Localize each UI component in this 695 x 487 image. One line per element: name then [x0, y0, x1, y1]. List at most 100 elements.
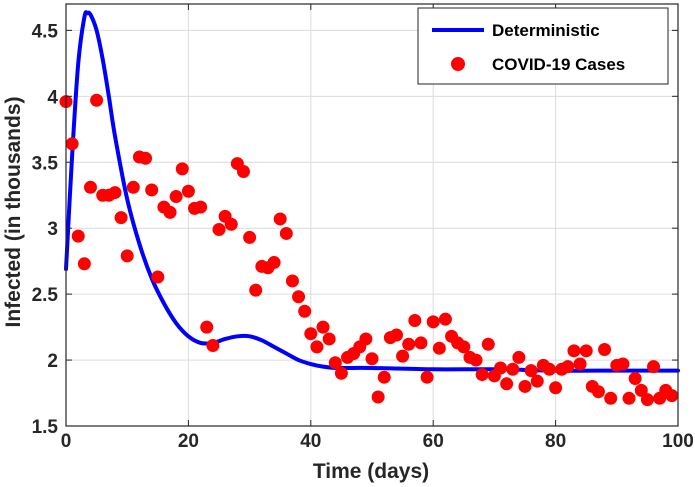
covid-case-point	[640, 393, 654, 407]
covid-case-point	[298, 304, 312, 318]
y-tick-label: 3.5	[32, 153, 59, 174]
y-tick-label: 1.5	[32, 417, 59, 438]
covid-case-point	[402, 337, 416, 351]
covid-case-point	[65, 137, 79, 151]
y-axis-label: Infected (in thousands)	[2, 97, 25, 328]
covid-case-point	[481, 337, 495, 351]
covid-case-point	[322, 332, 336, 346]
covid-case-point	[408, 314, 422, 327]
covid-case-point	[457, 340, 471, 354]
covid-case-point	[224, 217, 238, 231]
covid-case-point	[243, 230, 257, 244]
covid-case-point	[194, 200, 208, 214]
covid-case-point	[396, 349, 410, 363]
covid-case-point	[561, 360, 575, 374]
covid-case-point	[512, 350, 526, 364]
covid-case-point	[212, 223, 226, 237]
x-axis-label: Time (days)	[313, 460, 429, 483]
covid-case-point	[542, 362, 556, 376]
legend-label-covid-cases: COVID-19 Cases	[492, 55, 625, 74]
covid-case-point	[334, 366, 348, 380]
covid-case-point	[120, 249, 134, 263]
covid-case-point	[506, 362, 520, 376]
covid-case-point	[628, 372, 642, 386]
covid-case-point	[567, 344, 581, 358]
covid-case-point	[622, 391, 636, 405]
covid-case-point	[279, 226, 293, 240]
covid-case-point	[604, 391, 618, 405]
covid-case-point	[181, 184, 195, 198]
covid-case-point	[371, 390, 385, 404]
covid-case-point	[249, 283, 263, 297]
covid-case-point	[475, 368, 489, 382]
covid-case-point	[304, 327, 318, 341]
covid-case-point	[549, 381, 563, 395]
x-tick-label: 20	[178, 431, 199, 452]
covid-case-point	[579, 344, 593, 358]
covid-case-point	[469, 353, 483, 367]
covid-case-point	[500, 377, 514, 391]
y-tick-label: 2	[47, 351, 58, 372]
x-tick-labels: 0 20 40 60 80 100	[61, 431, 694, 452]
covid-cases-series	[59, 93, 679, 407]
covid-case-point	[389, 328, 403, 342]
covid-case-point	[438, 312, 452, 326]
covid-case-point	[432, 341, 446, 355]
covid-case-point	[206, 339, 220, 353]
covid-case-point	[530, 374, 544, 388]
covid-case-point	[83, 180, 97, 194]
legend: Deterministic COVID-19 Cases	[417, 7, 669, 85]
covid-case-point	[634, 383, 648, 397]
covid-case-point	[169, 190, 183, 204]
covid-case-point	[665, 389, 679, 403]
x-tick-label: 60	[423, 431, 444, 452]
covid-case-point	[494, 361, 508, 375]
covid-case-point	[108, 186, 122, 200]
covid-case-point	[518, 379, 532, 393]
covid-case-point	[151, 270, 165, 284]
x-tick-label: 0	[61, 431, 72, 452]
covid-case-point	[200, 320, 214, 334]
covid-case-point	[598, 343, 612, 357]
covid-case-point	[591, 385, 605, 399]
grid-lines	[65, 4, 679, 427]
covid-case-point	[145, 183, 159, 197]
covid-case-point	[163, 205, 177, 219]
covid-case-point	[175, 162, 189, 176]
covid-case-point	[71, 229, 85, 243]
covid-case-point	[426, 315, 440, 329]
covid-case-point	[90, 93, 104, 107]
covid-case-point	[524, 364, 538, 378]
y-tick-label: 4.5	[32, 21, 59, 42]
legend-label-deterministic: Deterministic	[492, 21, 600, 40]
legend-marker-swatch	[451, 57, 465, 71]
x-tick-label: 80	[545, 431, 566, 452]
covid-case-point	[647, 360, 661, 374]
x-tick-label: 100	[662, 431, 694, 452]
covid-case-point	[139, 151, 153, 165]
covid-case-point	[420, 370, 434, 384]
covid-case-point	[365, 352, 379, 366]
covid-case-point	[292, 290, 306, 304]
y-tick-label: 2.5	[32, 285, 59, 306]
covid-case-point	[616, 357, 630, 371]
covid-case-point	[126, 180, 140, 194]
covid-case-point	[273, 212, 287, 226]
covid-case-point	[310, 340, 324, 354]
covid-case-point	[573, 357, 587, 371]
axis-ticks	[65, 4, 679, 427]
x-tick-label: 40	[300, 431, 321, 452]
covid-case-point	[114, 211, 128, 225]
covid-case-point	[77, 257, 91, 271]
covid-case-point	[377, 370, 391, 384]
covid-case-point	[414, 336, 428, 350]
y-tick-labels: 1.5 2 2.5 3 3.5 4 4.5	[32, 21, 59, 438]
covid-case-point	[285, 274, 299, 288]
covid-case-point	[267, 255, 281, 269]
covid-case-point	[359, 332, 373, 346]
covid-case-point	[316, 320, 330, 334]
y-tick-label: 3	[47, 219, 58, 240]
covid-case-point	[236, 164, 250, 178]
plot-frame	[65, 3, 679, 427]
